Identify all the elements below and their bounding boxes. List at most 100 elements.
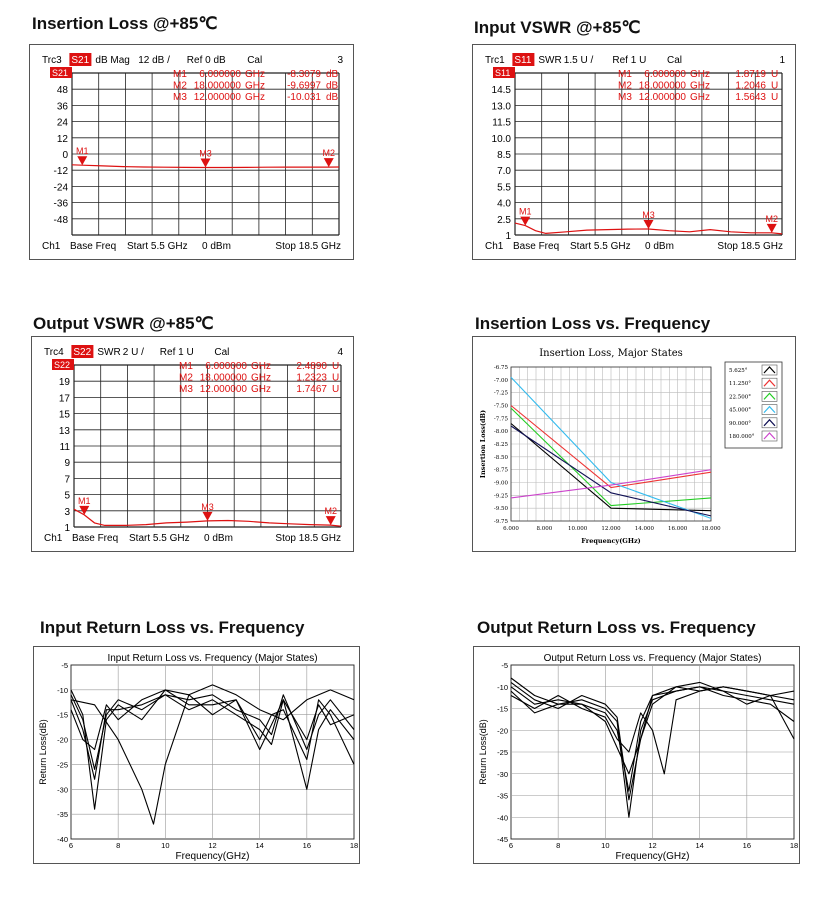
param-tag-label: S22	[54, 360, 70, 370]
x-tick-label: 6	[509, 841, 513, 850]
marker-readout-value-unit: U	[771, 69, 778, 80]
marker-readout-name: M2	[618, 81, 632, 92]
marker-readout-freq-unit: GHz	[690, 81, 710, 92]
legend-swatch-box	[761, 391, 778, 402]
marker-readout-value: 1.7467	[296, 384, 327, 395]
y-tick-label: -48	[54, 215, 69, 226]
y-tick-label: -8.50	[494, 455, 509, 461]
y-tick-label: 4.0	[497, 199, 511, 210]
y-tick-label: -9.00	[494, 481, 509, 487]
y-tick-label: -45	[497, 835, 508, 844]
plot-panel-output-return-loss: Output Return Loss vs. Frequency (Major …	[473, 646, 800, 864]
param-tag	[52, 359, 74, 370]
ref-label: Ref 0 dB	[187, 55, 226, 66]
y-tick-label: 11	[60, 442, 71, 453]
marker-readout-value-unit: dB	[326, 92, 339, 103]
x-tick-label: 18.000	[701, 526, 721, 532]
legend-label: 90.000°	[729, 421, 751, 427]
footer-start: Start 5.5 GHz	[127, 241, 188, 252]
marker-label: M2	[324, 506, 337, 516]
cal-label: Cal	[667, 55, 682, 66]
y-tick-label: -8.00	[494, 429, 509, 435]
y-tick-label: -35	[57, 810, 68, 819]
legend-swatch-line	[763, 379, 776, 387]
scale-label: 2 U /	[123, 347, 144, 358]
x-tick-label: 10	[161, 841, 169, 850]
marker-readout-freq: 6.000000	[644, 69, 686, 80]
y-tick-label: -40	[57, 835, 68, 844]
y-tick-label: 19	[59, 377, 71, 388]
marker-readout-freq-unit: GHz	[251, 361, 271, 372]
y-tick-label: 1	[64, 523, 70, 534]
legend-swatch-line	[763, 432, 776, 440]
plot-frame	[510, 366, 712, 522]
y-tick-label: 1	[505, 231, 511, 242]
series-line	[70, 694, 355, 770]
y-tick-label: -5	[501, 661, 508, 670]
y-tick-label: -15	[57, 711, 68, 720]
y-tick-label: -7.75	[494, 416, 509, 422]
panel-title-input-return-loss: Input Return Loss vs. Frequency	[40, 618, 305, 637]
param-badge	[71, 345, 94, 358]
marker-readout-value: 1.2046	[735, 81, 766, 92]
param-label: S11	[514, 55, 531, 66]
legend-label: 180.000°	[729, 434, 755, 440]
cal-label: Cal	[214, 347, 229, 358]
marker-readout-value: 1.2323	[296, 373, 327, 384]
y-tick-label: 48	[57, 85, 69, 96]
marker-label: M3	[201, 502, 214, 512]
channel-number: 1	[779, 55, 785, 66]
marker-triangle	[325, 516, 336, 526]
marker-readout-freq: 12.000000	[194, 92, 242, 103]
legend-swatch-line	[763, 366, 776, 374]
y-tick-label: 14.5	[492, 85, 512, 96]
y-tick-label: 15	[59, 410, 71, 421]
y-tick-label: -7.00	[494, 378, 509, 384]
x-axis-label: Frequency(GHz)	[616, 851, 690, 862]
footer-start: Start 5.5 GHz	[129, 533, 190, 544]
marker-readout-freq: 18.000000	[200, 373, 248, 384]
y-tick-label: -12	[54, 166, 69, 177]
y-tick-label: 5	[64, 491, 70, 502]
param-label: S21	[71, 55, 89, 66]
legend-label: 22.500°	[729, 394, 751, 400]
y-tick-label: 0	[62, 150, 68, 161]
x-tick-label: 10.000	[568, 526, 588, 532]
x-tick-label: 14	[255, 841, 263, 850]
marker-readout-value: 1.5643	[735, 92, 766, 103]
marker-readout-freq: 6.000000	[199, 69, 241, 80]
footer-stop: Stop 18.5 GHz	[275, 533, 341, 544]
vna-panel-input-vswr: Trc1 S11 SWR 1.5 U / Ref 1 U Cal 1 S11 M1 6.00000…	[472, 44, 796, 260]
vna-panel-output-vswr: Trc4 S22 SWR 2 U / Ref 1 U Cal 4 S22 M1 6.000000 G…	[31, 336, 354, 552]
series-line	[510, 469, 712, 499]
trace-line	[514, 222, 783, 235]
y-tick-label: 24	[57, 118, 69, 129]
legend-swatch-box	[761, 404, 778, 415]
marker-label: M1	[519, 207, 532, 217]
x-tick-label: 14.000	[635, 526, 655, 532]
y-tick-label: 5.5	[497, 182, 511, 193]
scale-label: 12 dB /	[138, 55, 170, 66]
marker-readout-value-unit: dB	[326, 81, 339, 92]
panel-title-output-vswr-85: Output VSWR @+85℃	[33, 314, 214, 333]
x-tick-label: 12	[208, 841, 216, 850]
y-tick-label: 7.0	[497, 166, 511, 177]
footer-power: 0 dBm	[204, 533, 233, 544]
x-tick-label: 16.000	[668, 526, 688, 532]
y-tick-label: 13.0	[492, 101, 512, 112]
footer-channel: Ch1	[44, 533, 63, 544]
legend-swatch-box	[761, 377, 778, 389]
series-line	[510, 677, 795, 818]
marker-readout-freq: 18.000000	[639, 81, 687, 92]
x-tick-label: 8.000	[536, 526, 552, 532]
x-tick-label: 8	[556, 841, 560, 850]
y-tick-label: -15	[497, 705, 508, 714]
param-tag	[493, 67, 515, 78]
x-tick-label: 12.000	[601, 526, 621, 532]
y-tick-label: 2.5	[497, 215, 511, 226]
marker-triangle	[323, 158, 334, 168]
marker-readout-name: M3	[173, 92, 187, 103]
marker-readout-freq: 12.000000	[639, 92, 687, 103]
ref-label: Ref 1 U	[612, 55, 646, 66]
footer-base-freq: Base Freq	[70, 241, 116, 252]
